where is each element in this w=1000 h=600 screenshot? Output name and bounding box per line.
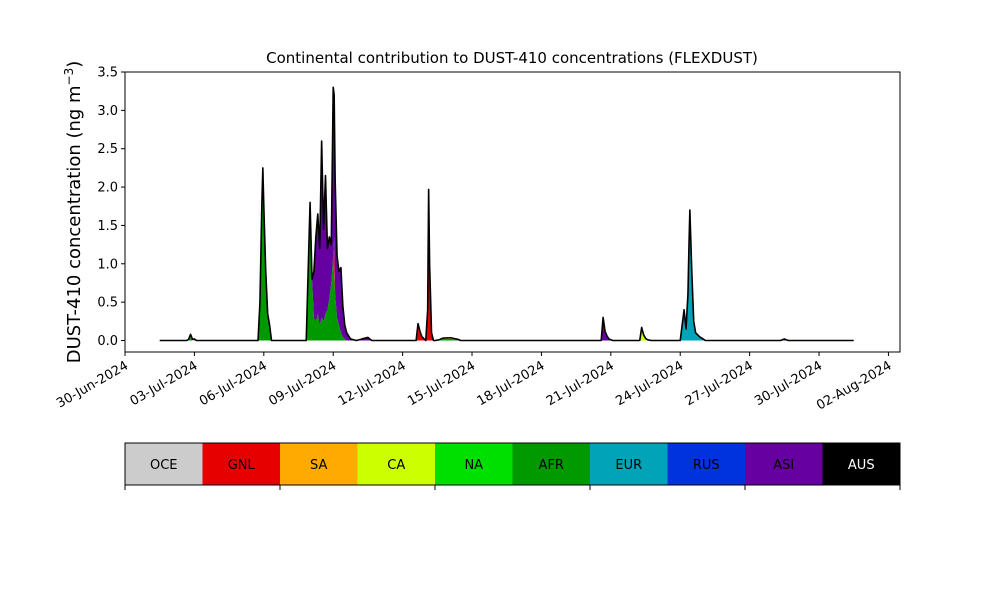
y-axis-label-close: ) (64, 61, 85, 68)
chart-title: Continental contribution to DUST-410 con… (266, 49, 758, 67)
legend-swatch-rus (667, 443, 746, 485)
legend-label-aus: AUS (848, 458, 875, 473)
y-tick-label: 3.0 (97, 104, 118, 119)
x-tick-label: 27-Jul-2024 (683, 358, 756, 409)
legend-label-asi: ASI (773, 458, 794, 473)
y-tick-label: 3.5 (97, 66, 118, 81)
x-tick-label: 02-Aug-2024 (814, 358, 894, 413)
legend-label-ca: CA (387, 458, 405, 473)
legend-colorbar: OCE GNL SA CA NA AFR EUR RUS ASI AUS (124, 442, 901, 490)
x-tick-label: 18-Jul-2024 (475, 358, 548, 409)
y-axis-label-superscript: −3 (62, 68, 76, 86)
legend-label-rus: RUS (693, 458, 720, 473)
legend-swatch-gnl (202, 443, 281, 485)
x-tick-label: 03-Jul-2024 (128, 358, 201, 409)
y-tick-label: 0.0 (97, 334, 118, 349)
axes: 0.0 0.5 1.0 1.5 2.0 2.5 3.0 3.5 30-Jun-202403-Ju… (54, 66, 901, 414)
y-tick-label: 1.0 (97, 257, 118, 272)
legend-swatch-aus (822, 443, 901, 485)
legend-swatch-sa (280, 443, 358, 485)
y-tick-label: 0.5 (97, 296, 118, 311)
y-axis-label-text: DUST-410 concentration (ng m (64, 85, 85, 363)
legend-frame (124, 442, 901, 486)
legend-label-eur: EUR (615, 458, 642, 473)
x-tick-label: 24-Jul-2024 (613, 358, 686, 409)
stacked-areas (159, 86, 854, 342)
legend-swatch-eur (590, 443, 668, 485)
y-axis-label: DUST-410 concentration (ng m−3) (62, 61, 85, 364)
x-tick-label: 09-Jul-2024 (266, 358, 339, 409)
legend-label-gnl: GNL (228, 458, 256, 473)
legend-swatch-ca (357, 443, 436, 485)
legend-swatch-oce (125, 443, 203, 485)
x-tick-label: 12-Jul-2024 (336, 358, 409, 409)
legend-swatch-afr (512, 443, 591, 485)
legend-label-oce: OCE (150, 458, 178, 473)
x-tick-label: 06-Jul-2024 (197, 358, 270, 409)
series-area-afr (159, 167, 854, 341)
y-tick-label: 1.5 (97, 219, 118, 234)
legend-label-sa: SA (310, 458, 327, 473)
total-line (159, 86, 854, 342)
legend-label-afr: AFR (539, 458, 564, 473)
x-tick-label: 15-Jul-2024 (405, 358, 478, 409)
legend-swatch-na (435, 443, 513, 485)
y-tick-label: 2.0 (97, 181, 118, 196)
legend-swatch-asi (745, 443, 823, 485)
x-tick-label: 30-Jun-2024 (54, 358, 131, 411)
plot-frame (124, 71, 901, 353)
svg-text:DUST-410 concentration (ng m−3: DUST-410 concentration (ng m−3) (62, 61, 85, 364)
x-tick-label: 21-Jul-2024 (544, 358, 617, 409)
legend-label-na: NA (464, 458, 483, 473)
y-tick-label: 2.5 (97, 142, 118, 157)
